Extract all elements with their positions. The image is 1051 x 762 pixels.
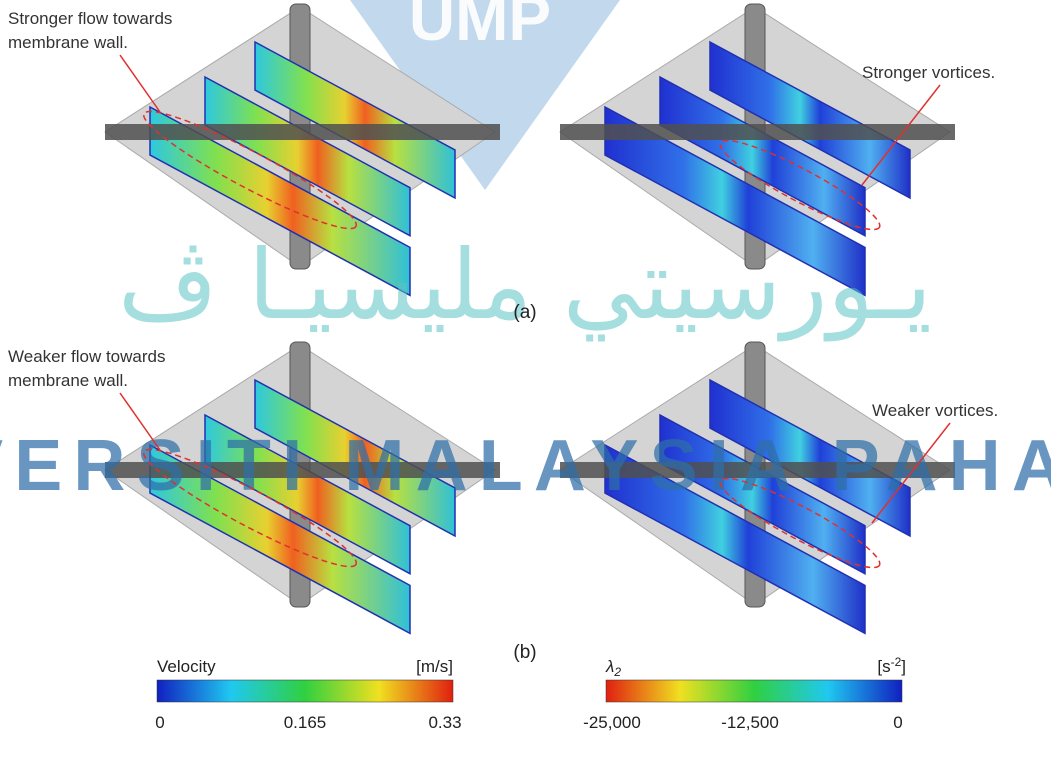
colorbar-tick: -25,000	[583, 713, 641, 732]
colorbar-label: λ2	[605, 657, 621, 679]
watermark-latin: VERSITI MALAYSIA PAHAI	[0, 426, 1051, 506]
colorbar-label: Velocity	[157, 657, 216, 676]
filament	[560, 124, 955, 140]
watermark-arabic: يـورسيتي مليسيـا ڤ	[118, 229, 932, 342]
note: membrane wall.	[8, 33, 128, 52]
colorbar-tick: 0	[893, 713, 902, 732]
figure: UMP يـورسيتي مليسيـا ڤ VERSITI MALAYSIA …	[0, 0, 1051, 762]
colorbar	[606, 680, 902, 702]
colorbar-tick: -12,500	[721, 713, 779, 732]
watermark-logo: UMP	[409, 0, 551, 54]
units: ]	[901, 657, 906, 676]
colorbar-tick: 0.33	[428, 713, 461, 732]
note: membrane wall.	[8, 371, 128, 390]
colorbar-tick: 0	[155, 713, 164, 732]
caption: (a)	[513, 302, 536, 323]
caption: (b)	[513, 642, 536, 663]
units-sup: -2	[891, 655, 902, 669]
symbol: λ	[605, 657, 614, 676]
colorbar-tick: 0.165	[284, 713, 327, 732]
units: [s	[877, 657, 890, 676]
colorbar-units: [s-2]	[877, 655, 906, 676]
note: Stronger flow towards	[8, 9, 172, 28]
note: Stronger vortices.	[862, 63, 995, 82]
note: Weaker vortices.	[872, 401, 998, 420]
subscript: 2	[613, 665, 621, 679]
colorbar	[157, 680, 453, 702]
colorbar-units: [m/s]	[416, 657, 453, 676]
note: Weaker flow towards	[8, 347, 165, 366]
